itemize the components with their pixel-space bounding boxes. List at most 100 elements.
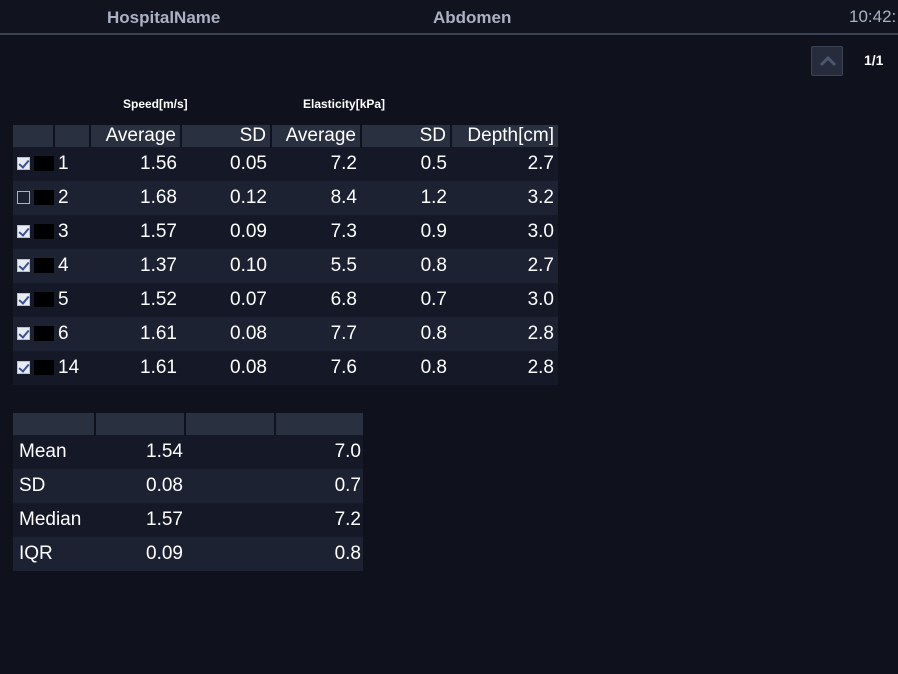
row-checkbox-cell (13, 147, 54, 181)
elasticity-sd: 0.8 (361, 249, 451, 283)
stat-speed: 0.08 (95, 469, 185, 503)
elasticity-sd: 0.9 (361, 215, 451, 249)
row-checkbox[interactable] (17, 157, 30, 171)
stats-row: SD 0.08 0.7 (13, 469, 363, 503)
row-id: 3 (54, 215, 90, 249)
row-checkbox-cell (13, 283, 54, 317)
stat-label: Median (13, 503, 95, 537)
table-row: 2 1.68 0.12 8.4 1.2 3.2 (13, 181, 558, 215)
row-checkbox[interactable] (17, 293, 30, 307)
row-id: 4 (54, 249, 90, 283)
speed-sd: 0.07 (181, 283, 271, 317)
row-checkbox[interactable] (17, 361, 30, 375)
speed-average: 1.61 (90, 351, 181, 385)
table-row: 3 1.57 0.09 7.3 0.9 3.0 (13, 215, 558, 249)
row-id: 6 (54, 317, 90, 351)
row-id: 1 (54, 147, 90, 181)
elasticity-sd: 0.8 (361, 317, 451, 351)
speed-sd: 0.08 (181, 351, 271, 385)
speed-sd: 0.09 (181, 215, 271, 249)
table-header-row: Average SD Average SD Depth[cm] (13, 125, 558, 147)
color-swatch (34, 190, 54, 206)
table-row: 4 1.37 0.10 5.5 0.8 2.7 (13, 249, 558, 283)
stats-header-cell (13, 413, 96, 435)
stats-header-cell (185, 413, 276, 435)
row-checkbox[interactable] (17, 259, 30, 273)
row-checkbox[interactable] (17, 225, 30, 239)
depth: 3.2 (451, 181, 558, 215)
table-row: 1 1.56 0.05 7.2 0.5 2.7 (13, 147, 558, 181)
elasticity-average: 7.6 (271, 351, 361, 385)
speed-average: 1.61 (90, 317, 181, 351)
stat-speed: 0.09 (95, 537, 185, 571)
row-id: 14 (54, 351, 90, 385)
page-up-button[interactable] (811, 46, 843, 76)
header-depth: Depth[cm] (451, 125, 558, 147)
color-swatch (34, 292, 54, 308)
header-elasticity-sd: SD (361, 125, 452, 147)
elasticity-sd: 0.5 (361, 147, 451, 181)
table-row: 6 1.61 0.08 7.7 0.8 2.8 (13, 317, 558, 351)
page-indicator: 1/1 (864, 52, 884, 68)
stat-spacer (185, 503, 275, 537)
speed-group-label: Speed[m/s] (123, 97, 188, 111)
row-id: 2 (54, 181, 90, 215)
table-row: 5 1.52 0.07 6.8 0.7 3.0 (13, 283, 558, 317)
depth: 2.7 (451, 147, 558, 181)
clock: 10:42: (849, 7, 897, 26)
stat-elasticity: 7.2 (275, 503, 363, 537)
row-checkbox-cell (13, 181, 54, 215)
stat-speed: 1.54 (95, 435, 185, 469)
measurement-table: Average SD Average SD Depth[cm] 1 1.56 0.0… (13, 125, 558, 385)
row-checkbox[interactable] (17, 191, 30, 205)
stats-header-cell (95, 413, 186, 435)
stat-elasticity: 7.0 (275, 435, 363, 469)
hospital-name: HospitalName (107, 8, 221, 27)
stats-header-row (13, 413, 363, 435)
speed-sd: 0.10 (181, 249, 271, 283)
speed-average: 1.52 (90, 283, 181, 317)
depth: 3.0 (451, 283, 558, 317)
row-checkbox[interactable] (17, 327, 30, 341)
speed-sd: 0.08 (181, 317, 271, 351)
depth: 2.8 (451, 351, 558, 385)
depth: 3.0 (451, 215, 558, 249)
color-swatch (34, 360, 54, 376)
color-swatch (34, 258, 54, 274)
speed-average: 1.57 (90, 215, 181, 249)
speed-sd: 0.12 (181, 181, 271, 215)
stat-label: Mean (13, 435, 95, 469)
depth: 2.7 (451, 249, 558, 283)
header-speed-average: Average (90, 125, 182, 147)
stat-elasticity: 0.7 (275, 469, 363, 503)
row-checkbox-cell (13, 317, 54, 351)
stats-row: Mean 1.54 7.0 (13, 435, 363, 469)
speed-sd: 0.05 (181, 147, 271, 181)
row-checkbox-cell (13, 351, 54, 385)
exam-preset: Abdomen (433, 8, 512, 27)
chevron-up-icon (819, 55, 837, 67)
color-swatch (34, 156, 54, 172)
header-id-col (54, 125, 91, 147)
statistics-table: Mean 1.54 7.0 SD 0.08 0.7 Median 1.57 7.2 IQR 0.09… (13, 413, 363, 571)
speed-average: 1.37 (90, 249, 181, 283)
stat-label: SD (13, 469, 95, 503)
elasticity-average: 7.2 (271, 147, 361, 181)
elasticity-sd: 0.7 (361, 283, 451, 317)
stat-label: IQR (13, 537, 95, 571)
elasticity-average: 6.8 (271, 283, 361, 317)
speed-average: 1.56 (90, 147, 181, 181)
elasticity-average: 8.4 (271, 181, 361, 215)
elasticity-average: 5.5 (271, 249, 361, 283)
elasticity-sd: 1.2 (361, 181, 451, 215)
elasticity-sd: 0.8 (361, 351, 451, 385)
stat-speed: 1.57 (95, 503, 185, 537)
color-swatch (34, 224, 54, 240)
row-id: 5 (54, 283, 90, 317)
table-row: 14 1.61 0.08 7.6 0.8 2.8 (13, 351, 558, 385)
elasticity-average: 7.3 (271, 215, 361, 249)
stats-row: IQR 0.09 0.8 (13, 537, 363, 571)
stat-elasticity: 0.8 (275, 537, 363, 571)
stats-header-cell (275, 413, 363, 435)
stat-spacer (185, 435, 275, 469)
